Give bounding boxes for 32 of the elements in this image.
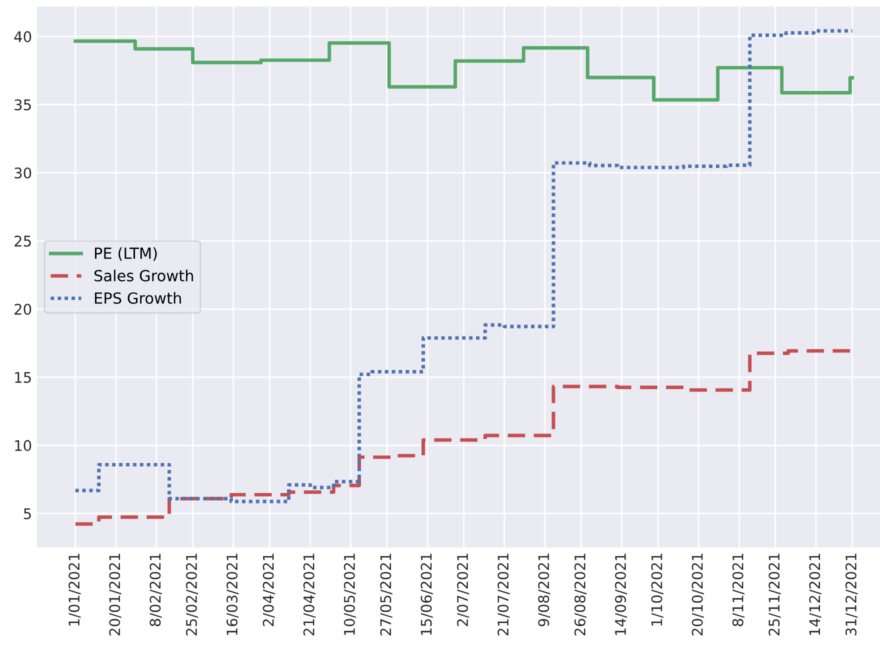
legend-label: PE (LTM) xyxy=(94,247,157,261)
legend-label: Sales Growth xyxy=(94,270,194,282)
x-tick-label: 8/11/2021 xyxy=(732,554,745,626)
x-tick-label: 15/06/2021 xyxy=(420,554,433,635)
x-tick-label: 1/10/2021 xyxy=(651,554,664,626)
x-tick-label: 1/01/2021 xyxy=(68,554,81,626)
x-tick-label: 14/12/2021 xyxy=(809,554,822,635)
y-tick-label: 35 xyxy=(14,99,31,110)
x-tick-label: 2/07/2021 xyxy=(457,554,470,626)
x-tick-label: 2/04/2021 xyxy=(262,554,275,626)
y-tick-label: 15 xyxy=(15,372,31,383)
y-tick-label: 10 xyxy=(15,440,32,452)
x-tick-label: 14/09/2021 xyxy=(614,554,628,635)
x-tick-label: 16/03/2021 xyxy=(226,554,239,635)
x-tick-label: 20/01/2021 xyxy=(109,554,122,636)
x-tick-label: 31/12/2021 xyxy=(845,554,858,636)
x-tick-label: 20/10/2021 xyxy=(692,554,704,636)
x-tick-label: 10/05/2021 xyxy=(344,554,356,635)
x-tick-label: 25/02/2021 xyxy=(186,554,198,636)
x-tick-label: 26/08/2021 xyxy=(574,554,587,636)
x-tick-label: 25/11/2021 xyxy=(768,554,781,636)
y-tick-label: 25 xyxy=(14,236,31,247)
x-tick-label: 9/08/2021 xyxy=(538,554,550,626)
x-tick-label: 21/04/2021 xyxy=(303,554,316,636)
y-tick-label: 20 xyxy=(14,304,32,315)
x-tick-label: 27/05/2021 xyxy=(380,554,392,636)
y-tick-label: 40 xyxy=(14,31,32,42)
y-tick-label: 30 xyxy=(14,167,32,179)
y-tick-label: 5 xyxy=(24,508,31,520)
legend-label: EPS Growth xyxy=(94,292,181,304)
x-tick-label: 8/02/2021 xyxy=(150,554,162,626)
x-tick-label: 21/07/2021 xyxy=(498,554,510,636)
